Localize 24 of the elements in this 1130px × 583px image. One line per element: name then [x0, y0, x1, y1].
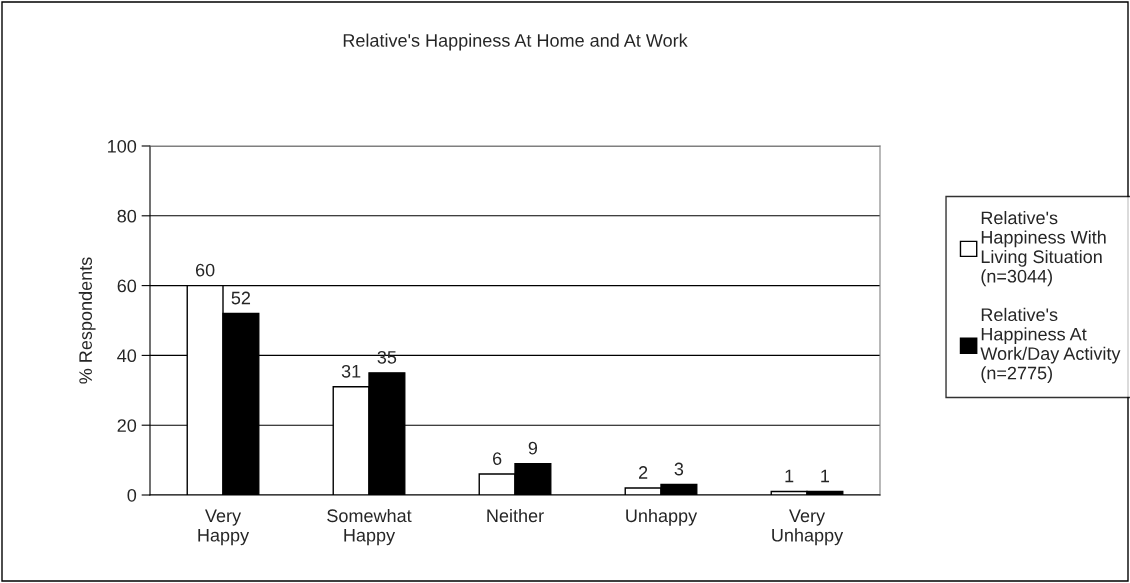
y-tick-label: 100 [108, 139, 137, 153]
data-label: 1 [821, 469, 830, 483]
y-axis-title: % Respondents [78, 257, 96, 384]
x-tick-label: Very Happy [198, 509, 250, 546]
x-tick-label: Unhappy [626, 508, 698, 526]
legend-label: Relative's Happiness At Work/Day Activity (n=2775) [980, 307, 1121, 383]
chart-title: Relative's Happiness At Home and At Work [343, 33, 688, 51]
data-label: 52 [231, 291, 251, 305]
y-tick-label: 80 [117, 209, 137, 223]
data-label: 2 [639, 466, 648, 479]
y-tick-label: 40 [117, 349, 137, 363]
data-label: 9 [528, 441, 538, 455]
x-tick-label: Somewhat Happy [327, 508, 412, 546]
data-label: 3 [674, 462, 684, 476]
y-tick-label: 60 [117, 279, 137, 293]
x-tick-label: Very Unhappy [772, 509, 844, 546]
y-tick-label: 20 [117, 419, 137, 432]
legend-label: Relative's Happiness With Living Situation (n=3044) [981, 210, 1106, 287]
data-label: 31 [341, 364, 361, 378]
x-tick-label: Neither [487, 508, 544, 523]
data-label: 6 [493, 452, 502, 465]
data-label: 1 [785, 469, 794, 483]
data-label: 60 [195, 263, 215, 277]
y-tick-label: 0 [127, 488, 137, 502]
